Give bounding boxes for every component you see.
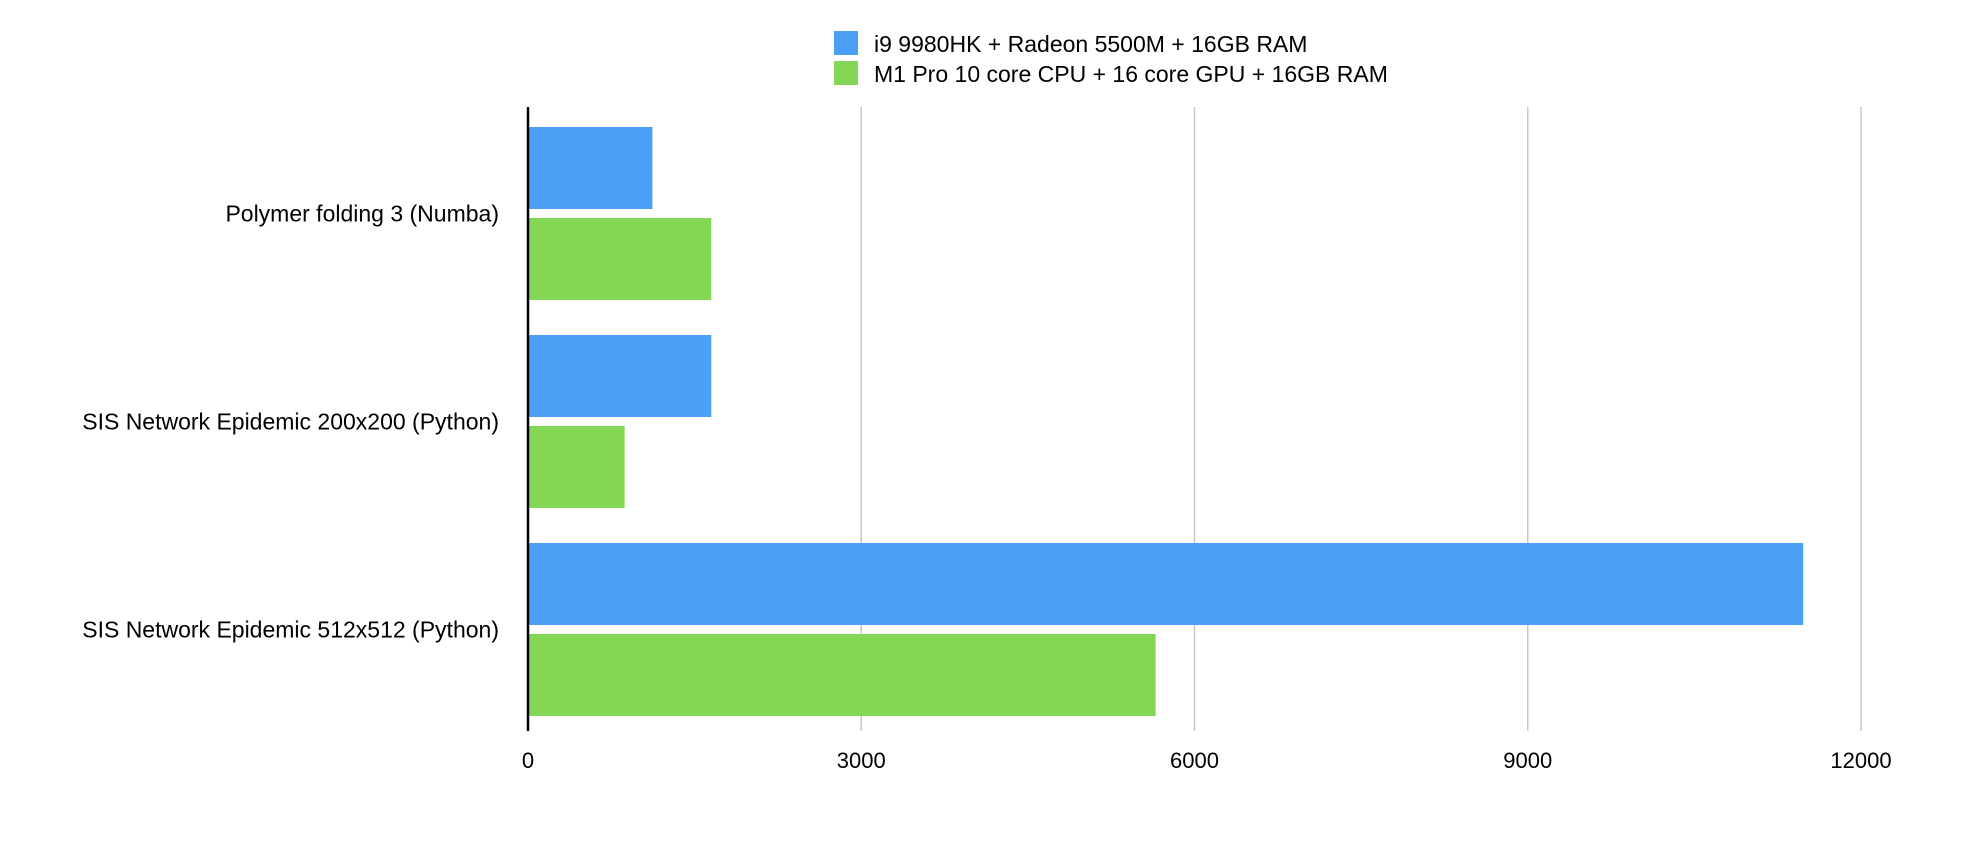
legend-label-series-2: M1 Pro 10 core CPU + 16 core GPU + 16GB … (874, 61, 1388, 87)
legend-swatch-series-1 (834, 31, 858, 55)
bar-series-1-cat-2 (528, 335, 712, 417)
category-label: SIS Network Epidemic 512x512 (Python) (82, 617, 499, 643)
x-tick-label: 9000 (1503, 748, 1552, 773)
bars (528, 127, 1804, 716)
legend: i9 9980HK + Radeon 5500M + 16GB RAM M1 P… (834, 31, 1388, 87)
legend-label-series-1: i9 9980HK + Radeon 5500M + 16GB RAM (874, 31, 1307, 57)
bar-series-2-cat-2 (528, 426, 625, 508)
x-tick-label: 0 (522, 748, 534, 773)
category-labels: Polymer folding 3 (Numba) SIS Network Epi… (82, 201, 499, 643)
category-label: Polymer folding 3 (Numba) (225, 201, 499, 227)
x-tick-labels: 0 3000 6000 9000 12000 (522, 748, 1892, 773)
x-tick-label: 3000 (837, 748, 886, 773)
bar-series-1-cat-1 (528, 127, 653, 209)
bar-series-2-cat-1 (528, 218, 712, 300)
gridlines (860, 107, 1862, 731)
bar-series-2-cat-3 (528, 634, 1156, 716)
category-label: SIS Network Epidemic 200x200 (Python) (82, 409, 499, 435)
legend-swatch-series-2 (834, 61, 858, 85)
bar-series-1-cat-3 (528, 543, 1804, 625)
x-tick-label: 12000 (1830, 748, 1891, 773)
x-tick-label: 6000 (1170, 748, 1219, 773)
